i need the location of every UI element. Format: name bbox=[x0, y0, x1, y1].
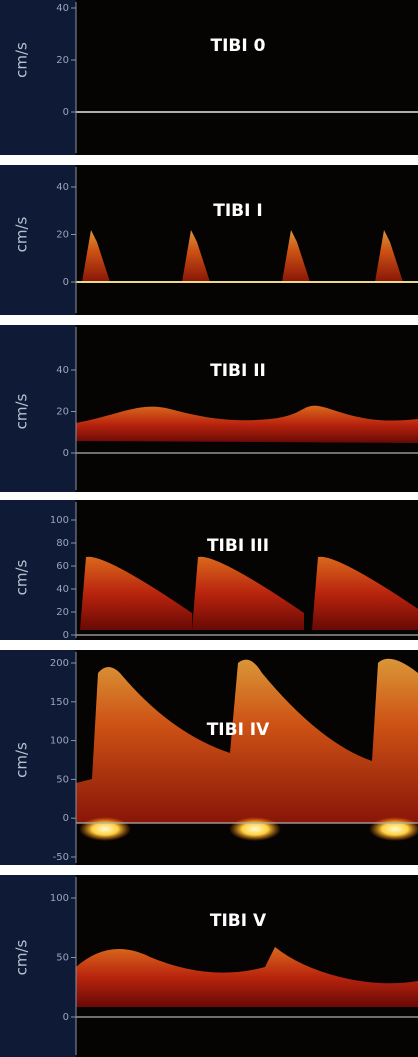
waveform bbox=[76, 658, 418, 823]
tick-label: 0 bbox=[63, 107, 69, 118]
axis-strip bbox=[0, 500, 76, 640]
waveform bbox=[80, 556, 192, 630]
tick-label: 40 bbox=[56, 182, 69, 193]
doppler-panel: 100 50 0 cm/s TIBI V bbox=[0, 875, 418, 1057]
tick-label: 0 bbox=[63, 1012, 69, 1023]
tick-label: 100 bbox=[50, 515, 69, 526]
tick-label: 20 bbox=[56, 230, 69, 241]
panel-title: TIBI V bbox=[210, 911, 267, 931]
tick-label: 0 bbox=[63, 448, 69, 459]
tick-label: 0 bbox=[63, 813, 69, 824]
tick-label: 50 bbox=[56, 774, 69, 785]
tick-label: 0 bbox=[63, 630, 69, 641]
panel-title: TIBI IV bbox=[207, 720, 270, 740]
axis-unit: cm/s bbox=[13, 559, 31, 595]
tick-label: 60 bbox=[56, 561, 69, 572]
tick-label: 200 bbox=[50, 658, 69, 669]
tick-label: 80 bbox=[56, 538, 69, 549]
tick-label: 100 bbox=[50, 893, 69, 904]
axis-strip bbox=[0, 165, 76, 315]
tick-label: 150 bbox=[50, 697, 69, 708]
tick-label: 40 bbox=[56, 3, 69, 14]
reverse-flow-glow bbox=[229, 817, 281, 841]
panel-title: TIBI 0 bbox=[211, 36, 266, 56]
waveform bbox=[76, 947, 418, 1007]
waveform bbox=[375, 230, 403, 282]
waveform bbox=[282, 230, 310, 282]
axis-unit: cm/s bbox=[13, 216, 31, 252]
tick-label: 40 bbox=[56, 365, 69, 376]
tick-label: 0 bbox=[63, 277, 69, 288]
tick-label: 40 bbox=[56, 584, 69, 595]
waveform bbox=[82, 230, 110, 282]
doppler-panel: 200 150 100 50 0 -50 cm/s TIBI IV bbox=[0, 650, 418, 865]
spectrum-area bbox=[76, 165, 418, 315]
doppler-panel: 40 20 0 cm/s TIBI 0 bbox=[0, 0, 418, 155]
waveform bbox=[192, 556, 304, 630]
spectrum-area bbox=[76, 0, 418, 155]
waveform bbox=[76, 405, 418, 443]
waveform bbox=[182, 230, 210, 282]
tick-label: -50 bbox=[53, 852, 69, 863]
axis-strip bbox=[0, 875, 76, 1057]
tick-label: 20 bbox=[56, 607, 69, 618]
tick-label: 50 bbox=[56, 953, 69, 964]
axis-strip bbox=[0, 325, 76, 492]
panel-title: TIBI III bbox=[207, 536, 269, 556]
reverse-flow-glow bbox=[79, 817, 131, 841]
tick-label: 20 bbox=[56, 55, 69, 66]
doppler-panel: 40 20 0 cm/s TIBI II bbox=[0, 325, 418, 492]
doppler-panel: 40 20 0 cm/s TIBI I bbox=[0, 165, 418, 315]
tick-label: 20 bbox=[56, 407, 69, 418]
axis-unit: cm/s bbox=[13, 939, 31, 975]
waveform bbox=[312, 556, 418, 630]
axis-unit: cm/s bbox=[13, 742, 31, 778]
axis-unit: cm/s bbox=[13, 42, 31, 78]
axis-strip bbox=[0, 650, 76, 865]
panel-title: TIBI II bbox=[210, 361, 266, 381]
axis-unit: cm/s bbox=[13, 393, 31, 429]
panel-title: TIBI I bbox=[213, 201, 262, 221]
doppler-panel: 100 80 60 40 20 0 cm/s TIBI III bbox=[0, 500, 418, 641]
tick-label: 100 bbox=[50, 736, 69, 747]
spectrum-area bbox=[76, 325, 418, 492]
axis-strip bbox=[0, 0, 76, 155]
